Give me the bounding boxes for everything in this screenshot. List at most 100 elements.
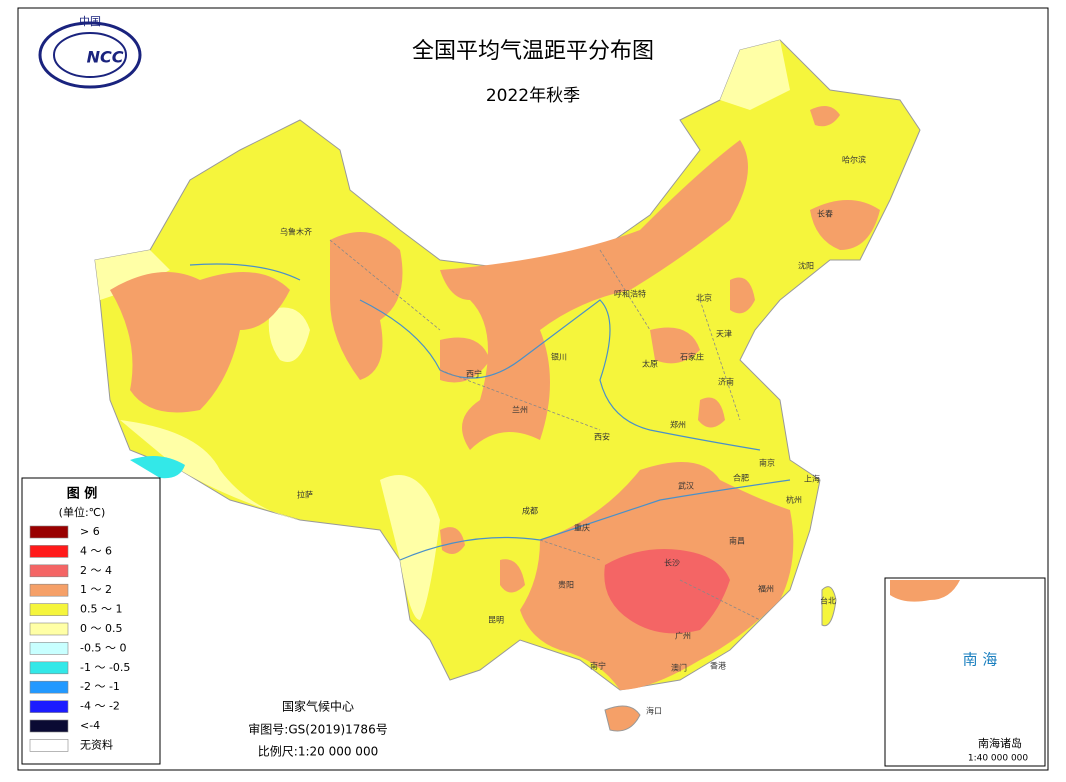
city: 呼和浩特 xyxy=(614,289,646,299)
city: 兰州 xyxy=(512,405,528,415)
city: 上海 xyxy=(804,474,820,484)
legend-frame xyxy=(21,477,161,765)
province-border xyxy=(329,239,761,621)
river xyxy=(189,263,791,561)
city: 石家庄 xyxy=(680,352,704,362)
frame xyxy=(17,7,1049,771)
region xyxy=(380,475,440,620)
legend-label: -4 ～ -2 xyxy=(80,700,120,713)
city: 银川 xyxy=(551,352,567,362)
legend-swatch xyxy=(29,700,69,713)
region xyxy=(698,397,725,428)
legend-label: -0.5 ～ 0 xyxy=(80,641,126,654)
city: 西安 xyxy=(594,432,610,442)
region xyxy=(95,250,170,300)
legend-label: 无资料 xyxy=(80,737,113,751)
region xyxy=(810,200,880,250)
legend-unit: (单位:℃) xyxy=(59,505,106,519)
title: 全国平均气温距平分布图 xyxy=(412,39,654,64)
city: 南宁 xyxy=(590,661,606,671)
legend-label: 4 ～ 6 xyxy=(80,544,112,557)
city: 南昌 xyxy=(729,536,745,546)
inset: 南 海 南海诸岛 1:40 000 000 xyxy=(884,577,1046,767)
city: 武汉 xyxy=(678,481,694,491)
city: 福州 xyxy=(758,585,774,594)
legend-swatch xyxy=(29,564,69,578)
city: 合肥 xyxy=(733,473,749,483)
region xyxy=(440,140,748,450)
region xyxy=(730,277,755,314)
city: 北京 xyxy=(696,293,712,303)
legend-label: > 6 xyxy=(80,525,100,538)
region xyxy=(821,586,837,627)
region xyxy=(120,420,300,520)
map-regions xyxy=(94,39,921,732)
legend-label: 2 ～ 4 xyxy=(80,564,112,577)
credits: 国家气候中心 审图号:GS(2019)1786号 比例尺:1:20 000 00… xyxy=(248,699,387,759)
legend-swatch xyxy=(29,739,69,752)
subtitle: 2022年秋季 xyxy=(486,86,580,106)
city: 澳门 xyxy=(671,663,687,673)
legend-swatch xyxy=(29,583,69,597)
legend-title: 图 例 xyxy=(67,486,98,502)
region xyxy=(604,549,730,634)
legend-label: -1 ～ -0.5 xyxy=(80,661,130,674)
city: 拉萨 xyxy=(297,490,313,500)
inset-title: 南海诸岛 xyxy=(978,736,1022,750)
city-labels: 乌鲁木齐 拉萨 西宁 银川 兰州 呼和浩特 北京 天津 石家庄 太原 济南 郑州… xyxy=(280,155,866,716)
city: 太原 xyxy=(642,359,658,369)
region xyxy=(440,337,490,383)
city: 杭州 xyxy=(786,495,802,505)
region xyxy=(650,327,700,364)
region xyxy=(720,40,790,110)
city: 沈阳 xyxy=(798,261,814,271)
region xyxy=(440,527,465,554)
legend: 图 例 (单位:℃) > 6 4 ～ 6 2 ～ 4 1 ～ 2 0.5 ～ 1 0 ～ … xyxy=(21,477,161,765)
city: 昆明 xyxy=(488,616,504,625)
inset-frame xyxy=(884,577,1046,767)
legend-swatch xyxy=(29,719,69,733)
legend-label: -2 ～ -1 xyxy=(80,680,120,693)
city: 哈尔滨 xyxy=(842,155,866,165)
region xyxy=(268,307,310,362)
region xyxy=(890,580,960,602)
legend-swatch xyxy=(29,680,69,694)
region xyxy=(130,456,185,479)
region xyxy=(330,232,403,380)
legend-swatch xyxy=(29,622,69,636)
region xyxy=(604,705,641,732)
city: 广州 xyxy=(675,631,691,641)
city: 南京 xyxy=(759,458,775,468)
legend-label: 1 ～ 2 xyxy=(80,583,112,596)
city: 台北 xyxy=(820,596,836,606)
city: 乌鲁木齐 xyxy=(280,227,312,237)
city: 济南 xyxy=(718,377,734,387)
city: 西宁 xyxy=(466,369,482,379)
region xyxy=(110,272,290,413)
legend-swatch xyxy=(29,661,69,675)
agency: 国家气候中心 xyxy=(282,699,354,714)
logo-text: NCC xyxy=(87,48,124,67)
logo-top: 中国 xyxy=(79,15,101,28)
logo: 中国 NCC xyxy=(38,15,142,89)
legend-swatch xyxy=(29,642,69,655)
city: 长春 xyxy=(817,209,833,219)
city: 香港 xyxy=(710,661,726,671)
scale: 比例尺:1:20 000 000 xyxy=(258,745,378,759)
legend-swatch xyxy=(29,525,69,539)
approval: 审图号:GS(2019)1786号 xyxy=(248,722,387,737)
city: 重庆 xyxy=(574,523,590,533)
city: 长沙 xyxy=(664,558,680,568)
legend-swatch xyxy=(29,603,69,616)
city: 天津 xyxy=(716,329,732,339)
sea-label: 南 海 xyxy=(963,651,998,669)
inset-scale: 1:40 000 000 xyxy=(968,754,1029,764)
legend-label: 0 ～ 0.5 xyxy=(80,622,123,635)
legend-label: 0.5 ～ 1 xyxy=(80,603,123,616)
city: 贵阳 xyxy=(558,580,574,590)
city: 成都 xyxy=(522,506,538,516)
region xyxy=(810,106,840,127)
legend-label: <-4 xyxy=(80,719,100,732)
city: 海口 xyxy=(646,706,662,716)
